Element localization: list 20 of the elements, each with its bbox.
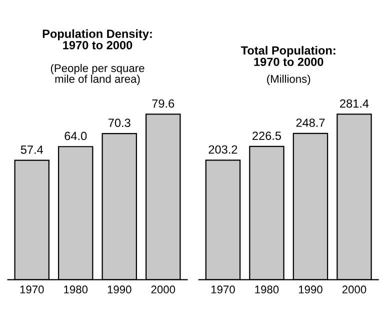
data-label: 281.4 bbox=[340, 99, 369, 108]
data-label: 79.6 bbox=[152, 99, 174, 108]
data-label: 203.2 bbox=[208, 145, 238, 154]
x-tick-label: 1980 bbox=[64, 286, 88, 294]
chart-subtitle: (Millions) bbox=[267, 74, 310, 86]
x-tick-label: 1990 bbox=[108, 286, 132, 294]
chart-title: Total Population: 1970 to 2000 bbox=[240, 46, 336, 66]
data-label: 226.5 bbox=[252, 132, 281, 140]
x-tick-label: 1980 bbox=[255, 286, 279, 294]
data-label: 248.7 bbox=[296, 118, 325, 127]
data-label: 64.0 bbox=[64, 132, 87, 140]
x-tick-label: 1990 bbox=[298, 286, 322, 294]
x-tick-label: 2000 bbox=[342, 286, 366, 294]
x-tick-label: 2000 bbox=[151, 286, 176, 294]
data-label: 70.3 bbox=[108, 118, 130, 128]
chart-title: Population Density: 1970 to 2000 bbox=[42, 29, 152, 50]
chart-subtitle: (People per square mile of land area) bbox=[50, 64, 144, 86]
x-tick-label: 1970 bbox=[20, 286, 44, 294]
x-tick-label: 1970 bbox=[211, 286, 235, 294]
data-label: 57.4 bbox=[20, 146, 44, 154]
